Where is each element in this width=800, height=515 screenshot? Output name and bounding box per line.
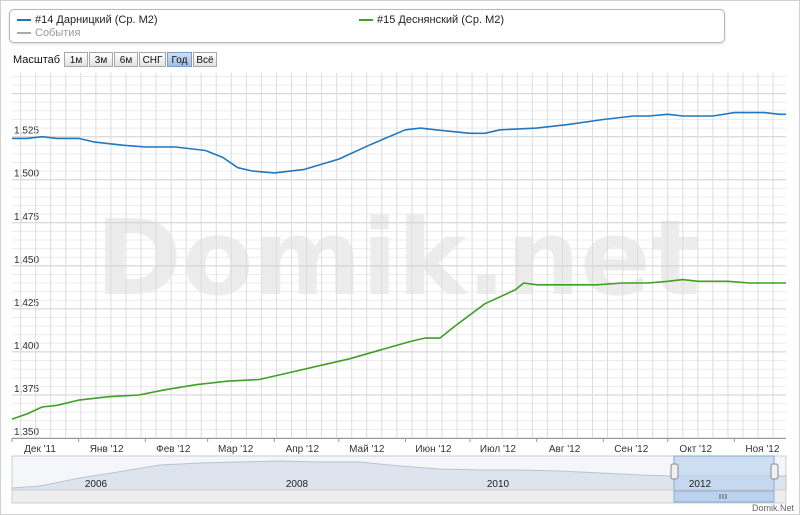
x-tick-label: Янв '12: [90, 444, 124, 455]
legend-label-events: События: [35, 27, 81, 39]
navigator-year-label: 2010: [487, 479, 510, 490]
x-tick-label: Авг '12: [549, 444, 581, 455]
navigator-handle-right[interactable]: [770, 463, 779, 480]
y-tick-label: 1,475: [14, 212, 39, 223]
legend: #14 Дарницкий (Ср. М2) #15 Деснянский (С…: [9, 9, 725, 43]
scrollbar-thumb[interactable]: [673, 490, 775, 503]
legend-swatch-series2: [359, 19, 373, 22]
x-tick-label: Мар '12: [218, 444, 254, 455]
zoom-button-year[interactable]: Год: [167, 52, 192, 67]
zoom-button-all[interactable]: Всё: [193, 52, 217, 67]
navigator-year-label: 2006: [85, 479, 108, 490]
legend-swatch-series1: [17, 19, 31, 22]
series-line-1: [12, 111, 786, 174]
navigator-handle-left[interactable]: [670, 463, 679, 480]
x-tick-label: Окт '12: [679, 444, 712, 455]
zoom-button-1m[interactable]: 1м: [64, 52, 88, 67]
legend-swatch-events: [17, 32, 31, 35]
x-tick-label: Июн '12: [415, 444, 451, 455]
x-tick-label: Июл '12: [480, 444, 517, 455]
zoom-label: Масштаб: [13, 54, 61, 66]
legend-item-series1[interactable]: #14 Дарницкий (Ср. М2): [17, 14, 158, 26]
y-tick-label: 1,500: [14, 169, 39, 180]
x-tick-label: Май '12: [349, 444, 385, 455]
credit-link[interactable]: Domik.Net: [751, 503, 794, 513]
navigator-year-label: 2008: [286, 479, 309, 490]
y-tick-label: 1,425: [14, 298, 39, 309]
scrollbar-track: [11, 489, 787, 504]
zoom-button-3m[interactable]: 3м: [89, 52, 113, 67]
legend-item-events[interactable]: События: [17, 27, 80, 39]
y-tick-label: 1,375: [14, 384, 39, 395]
legend-item-series2[interactable]: #15 Деснянский (Ср. М2): [359, 14, 504, 26]
y-tick-label: 1,400: [14, 341, 39, 352]
y-tick-label: 1,450: [14, 255, 39, 266]
navigator-year-label: 2012: [689, 479, 712, 490]
watermark-text: Domik.net: [96, 197, 701, 319]
series-line-2: [11, 278, 786, 420]
y-tick-label: 1,350: [14, 427, 39, 438]
x-tick-label: Апр '12: [286, 444, 320, 455]
zoom-button-ytd[interactable]: СНГ: [139, 52, 166, 67]
x-tick-label: Сен '12: [614, 444, 649, 455]
legend-label-series1: #14 Дарницкий (Ср. М2): [35, 14, 158, 26]
x-tick-label: Фев '12: [156, 444, 191, 455]
y-tick-label: 1,525: [14, 126, 39, 137]
legend-label-series2: #15 Деснянский (Ср. М2): [377, 14, 505, 26]
zoom-button-6m[interactable]: 6м: [114, 52, 138, 67]
x-tick-label: Ноя '12: [745, 444, 779, 455]
x-tick-label: Дек '11: [24, 444, 56, 455]
